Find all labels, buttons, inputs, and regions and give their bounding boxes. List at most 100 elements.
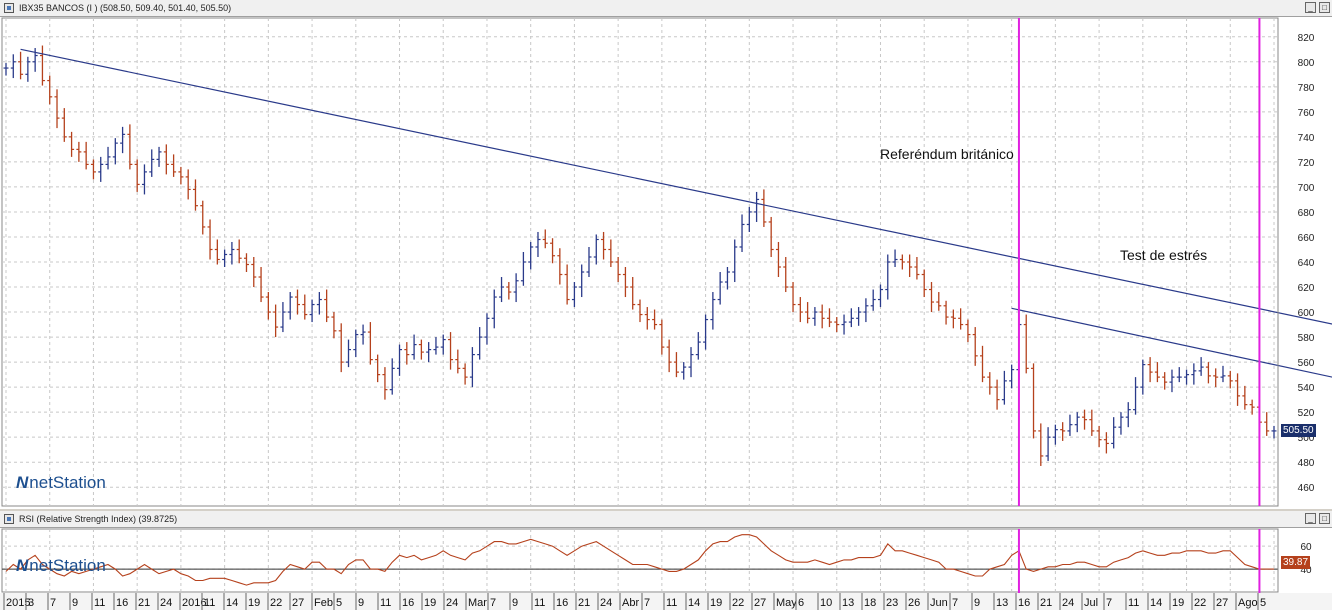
price-bar bbox=[637, 299, 643, 323]
rsi-y-tick-label: 40 bbox=[1300, 565, 1312, 576]
price-bar bbox=[90, 159, 96, 180]
price-bar bbox=[1264, 412, 1270, 436]
maximize-button[interactable]: □ bbox=[1319, 2, 1330, 13]
price-bar bbox=[980, 345, 986, 383]
netstation-logo: N netStation bbox=[16, 473, 106, 493]
price-bar bbox=[615, 256, 621, 283]
x-axis-tick-label: 7 bbox=[490, 597, 496, 609]
price-y-tick-label: 620 bbox=[1298, 283, 1315, 294]
price-bar bbox=[418, 339, 424, 360]
x-axis-tick-label: 7 bbox=[1106, 597, 1112, 609]
price-bar bbox=[732, 239, 738, 283]
price-y-tick-label: 820 bbox=[1298, 33, 1315, 44]
price-bar bbox=[1001, 370, 1007, 405]
price-bar bbox=[448, 332, 454, 370]
price-bar bbox=[462, 363, 468, 385]
stress-test-annotation: Test de estrés bbox=[1120, 247, 1208, 263]
x-axis-tick-label: 22 bbox=[732, 597, 744, 609]
price-bar bbox=[542, 229, 548, 249]
price-bar bbox=[1184, 369, 1190, 385]
rsi-netstation-logo-text: netStation bbox=[29, 556, 106, 575]
price-bar bbox=[943, 300, 949, 325]
rsi-netstation-logo: N netStation bbox=[16, 556, 106, 576]
price-y-tick-label: 480 bbox=[1298, 458, 1315, 469]
price-bar bbox=[666, 339, 672, 373]
price-bar bbox=[601, 231, 607, 260]
price-bar bbox=[25, 56, 31, 82]
price-y-tick-label: 540 bbox=[1298, 383, 1315, 394]
price-bar bbox=[1103, 432, 1109, 454]
price-bar bbox=[1031, 363, 1037, 439]
price-bar bbox=[622, 267, 628, 298]
price-bar bbox=[768, 216, 774, 257]
price-panel: IBX35 BANCOS (I ) (508.50, 509.40, 501.4… bbox=[0, 0, 1332, 509]
price-bar bbox=[389, 358, 395, 395]
price-bar bbox=[863, 298, 869, 323]
rsi-y-tick-label: 60 bbox=[1300, 542, 1312, 553]
price-bar bbox=[972, 327, 978, 366]
price-bar bbox=[965, 319, 971, 343]
price-bar bbox=[382, 367, 388, 400]
x-axis-tick-label: 14 bbox=[688, 597, 700, 609]
price-bar bbox=[805, 302, 811, 324]
price-bar bbox=[222, 249, 228, 268]
price-y-tick-label: 760 bbox=[1298, 108, 1315, 119]
x-axis-tick-label: 11 bbox=[204, 597, 215, 609]
price-bar bbox=[1205, 362, 1211, 384]
x-axis-tick-label: Abr bbox=[622, 597, 639, 609]
price-bar bbox=[717, 272, 723, 305]
price-bar bbox=[331, 312, 337, 339]
x-axis-tick-label: 19 bbox=[248, 597, 260, 609]
price-y-tick-label: 680 bbox=[1298, 208, 1315, 219]
x-axis-tick-label: 9 bbox=[974, 597, 980, 609]
x-axis-tick-label: 16 bbox=[556, 597, 568, 609]
x-axis-tick-label: 13 bbox=[842, 597, 854, 609]
minimize-button[interactable]: _ bbox=[1305, 2, 1316, 13]
chart-window-icon bbox=[4, 3, 14, 13]
price-bar bbox=[761, 189, 767, 227]
price-bar bbox=[783, 256, 789, 293]
price-bar bbox=[39, 45, 45, 86]
price-bar bbox=[353, 329, 359, 358]
x-axis-tick-label: 9 bbox=[512, 597, 518, 609]
rsi-line bbox=[5, 534, 1274, 586]
price-bar bbox=[477, 327, 483, 360]
x-axis-tick-label: 2015 bbox=[6, 597, 30, 609]
price-bar bbox=[703, 314, 709, 350]
price-bar bbox=[1067, 414, 1073, 436]
price-panel-titlebar: IBX35 BANCOS (I ) (508.50, 509.40, 501.4… bbox=[0, 0, 1332, 17]
price-bar bbox=[892, 249, 898, 268]
price-y-tick-label: 700 bbox=[1298, 183, 1315, 194]
x-axis-tick-label: 21 bbox=[138, 597, 150, 609]
price-bar bbox=[346, 339, 352, 368]
price-y-tick-label: 660 bbox=[1298, 233, 1315, 244]
price-bar bbox=[229, 241, 235, 265]
price-bar bbox=[1009, 364, 1015, 389]
price-chart[interactable]: 820 800 780 760 740 720 700 680 660 640 620 600 580 5… bbox=[0, 16, 1332, 509]
price-bar bbox=[236, 239, 242, 264]
price-bar bbox=[338, 323, 344, 373]
rsi-panel-title: RSI (Relative Strength Index) (39.8725) bbox=[19, 514, 178, 524]
price-bar bbox=[746, 206, 752, 232]
netstation-logo-text: netStation bbox=[29, 473, 106, 492]
price-bar bbox=[397, 344, 403, 376]
x-axis-tick-label: 24 bbox=[1062, 597, 1074, 609]
x-axis-tick-label: 27 bbox=[754, 597, 766, 609]
x-axis-tick-label: 11 bbox=[666, 597, 677, 609]
x-axis-tick-label: May bbox=[776, 597, 797, 609]
x-axis-tick-label: 22 bbox=[270, 597, 282, 609]
x-axis-tick-label: 11 bbox=[380, 597, 391, 609]
x-axis-tick-label: 22 bbox=[1194, 597, 1206, 609]
rsi-maximize-button[interactable]: □ bbox=[1319, 513, 1330, 524]
x-axis-tick-label: 26 bbox=[908, 597, 920, 609]
price-bar bbox=[251, 256, 257, 288]
x-axis-tick-label: 3 bbox=[28, 597, 34, 609]
price-y-tick-label: 640 bbox=[1298, 258, 1315, 269]
x-axis-tick-label: 11 bbox=[94, 597, 105, 609]
x-axis-tick-label: 14 bbox=[226, 597, 238, 609]
rsi-minimize-button[interactable]: _ bbox=[1305, 513, 1316, 524]
price-bar bbox=[848, 308, 854, 328]
price-bar bbox=[324, 289, 330, 323]
price-bar bbox=[367, 322, 373, 365]
